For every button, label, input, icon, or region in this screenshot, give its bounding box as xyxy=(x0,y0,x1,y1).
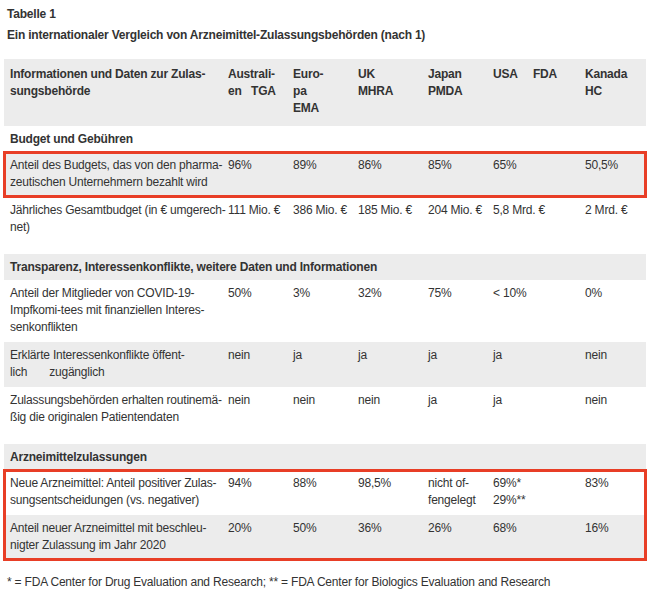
highlight-box: Neue Arzneimittel: Anteil positiver Zula… xyxy=(4,470,646,560)
table-row: Neue Arzneimittel: Anteil positiver Zula… xyxy=(4,470,646,515)
cell-value: 88% xyxy=(293,475,358,492)
row-label: Anteil des Budgets, das von den pharma- … xyxy=(4,157,228,191)
cell-value: nein xyxy=(585,347,646,364)
cell-value: 75% xyxy=(428,285,493,302)
header-label-cell: Informationen und Daten zur Zulas- sungs… xyxy=(4,66,228,100)
footnote: * = FDA Center for Drug Evaluation and R… xyxy=(7,574,650,591)
cell-value: 50% xyxy=(228,285,293,302)
cell-value: ja xyxy=(428,347,493,364)
cell-value: 185 Mio. € xyxy=(358,202,428,219)
cell-value: nein xyxy=(228,392,293,409)
header-col-usa-fda: USA FDA xyxy=(493,66,585,83)
row-label: Neue Arzneimittel: Anteil positiver Zula… xyxy=(4,475,228,509)
header-row: Informationen und Daten zur Zulas- sungs… xyxy=(4,59,646,126)
cell-value: nein xyxy=(585,392,646,409)
header-col-australien-tga: Australi- en TGA xyxy=(228,66,293,100)
table-row: Zulassungsbehörden erhalten routinemä- ß… xyxy=(4,387,646,432)
comparison-table: Informationen und Daten zur Zulas- sungs… xyxy=(4,59,646,560)
cell-value: 68% xyxy=(493,520,585,537)
cell-value: 65% xyxy=(493,157,585,174)
cell-value: 204 Mio. € xyxy=(428,202,493,219)
row-label: Anteil der Mitglieder von COVID-19- Impf… xyxy=(4,285,228,336)
row-label: Zulassungsbehörden erhalten routinemä- ß… xyxy=(4,392,228,426)
section-row: Budget und Gebühren xyxy=(4,126,646,152)
cell-value: 386 Mio. € xyxy=(293,202,358,219)
cell-value: 26% xyxy=(428,520,493,537)
cell-value: 89% xyxy=(293,157,358,174)
cell-value: 20% xyxy=(228,520,293,537)
table-body: Budget und Gebühren Anteil des Budgets, d… xyxy=(4,126,646,560)
cell-value: 96% xyxy=(228,157,293,174)
cell-value: 83% xyxy=(585,475,646,492)
highlight-box: Anteil des Budgets, das von den pharma- … xyxy=(4,152,646,197)
header-col-kanada-hc: Kanada HC xyxy=(585,66,646,100)
cell-value: 69%* 29%** xyxy=(493,475,585,509)
row-label: Erklärte Interessenkonflikte öffent- lic… xyxy=(4,347,228,381)
cell-value: 98,5% xyxy=(358,475,428,492)
cell-value: 50,5% xyxy=(585,157,646,174)
cell-value: 86% xyxy=(358,157,428,174)
cell-value: 16% xyxy=(585,520,646,537)
row-label: Jährliches Gesamtbudget (in € umgerech- … xyxy=(4,202,228,236)
cell-value: ja xyxy=(493,392,585,409)
cell-value: ja xyxy=(358,347,428,364)
table-row: Erklärte Interessenkonflikte öffent- lic… xyxy=(4,342,646,387)
header-col-japan-pmda: Japan PMDA xyxy=(428,66,493,100)
cell-value: 3% xyxy=(293,285,358,302)
cell-value: nein xyxy=(293,392,358,409)
cell-value: 111 Mio. € xyxy=(228,202,293,219)
cell-value: 32% xyxy=(358,285,428,302)
row-label: Anteil neuer Arzneimittel mit beschleu- … xyxy=(4,520,228,554)
cell-value: ja xyxy=(293,347,358,364)
cell-value: 2 Mrd. € xyxy=(585,202,646,219)
cell-value: 94% xyxy=(228,475,293,492)
page: Tabelle 1 Ein internationaler Vergleich … xyxy=(0,0,650,591)
header-col-uk-mhra: UK MHRA xyxy=(358,66,428,100)
table-row: Anteil der Mitglieder von COVID-19- Impf… xyxy=(4,280,646,342)
cell-value: 36% xyxy=(358,520,428,537)
cell-value: ja xyxy=(493,347,585,364)
section-row: Transparenz, Interessenkonflikte, weiter… xyxy=(4,254,646,280)
cell-value: < 10% xyxy=(493,285,585,302)
page-subtitle: Ein internationaler Vergleich von Arznei… xyxy=(7,27,650,44)
table-row: Jährliches Gesamtbudget (in € umgerech- … xyxy=(4,197,646,242)
cell-value: nein xyxy=(228,347,293,364)
cell-value: 5,8 Mrd. € xyxy=(493,202,585,219)
cell-value: 85% xyxy=(428,157,493,174)
section-row: Arzneimittelzulassungen xyxy=(4,444,646,470)
table-row: Anteil neuer Arzneimittel mit beschleu- … xyxy=(4,515,646,560)
cell-value: nein xyxy=(358,392,428,409)
cell-value: nicht of- fengelegt xyxy=(428,475,493,509)
header-col-europa-ema: Euro- pa EMA xyxy=(293,66,358,117)
table-row: Anteil des Budgets, das von den pharma- … xyxy=(4,152,646,197)
cell-value: 0% xyxy=(585,285,646,302)
cell-value: 50% xyxy=(293,520,358,537)
cell-value: ja xyxy=(428,392,493,409)
page-title: Tabelle 1 xyxy=(7,0,650,23)
